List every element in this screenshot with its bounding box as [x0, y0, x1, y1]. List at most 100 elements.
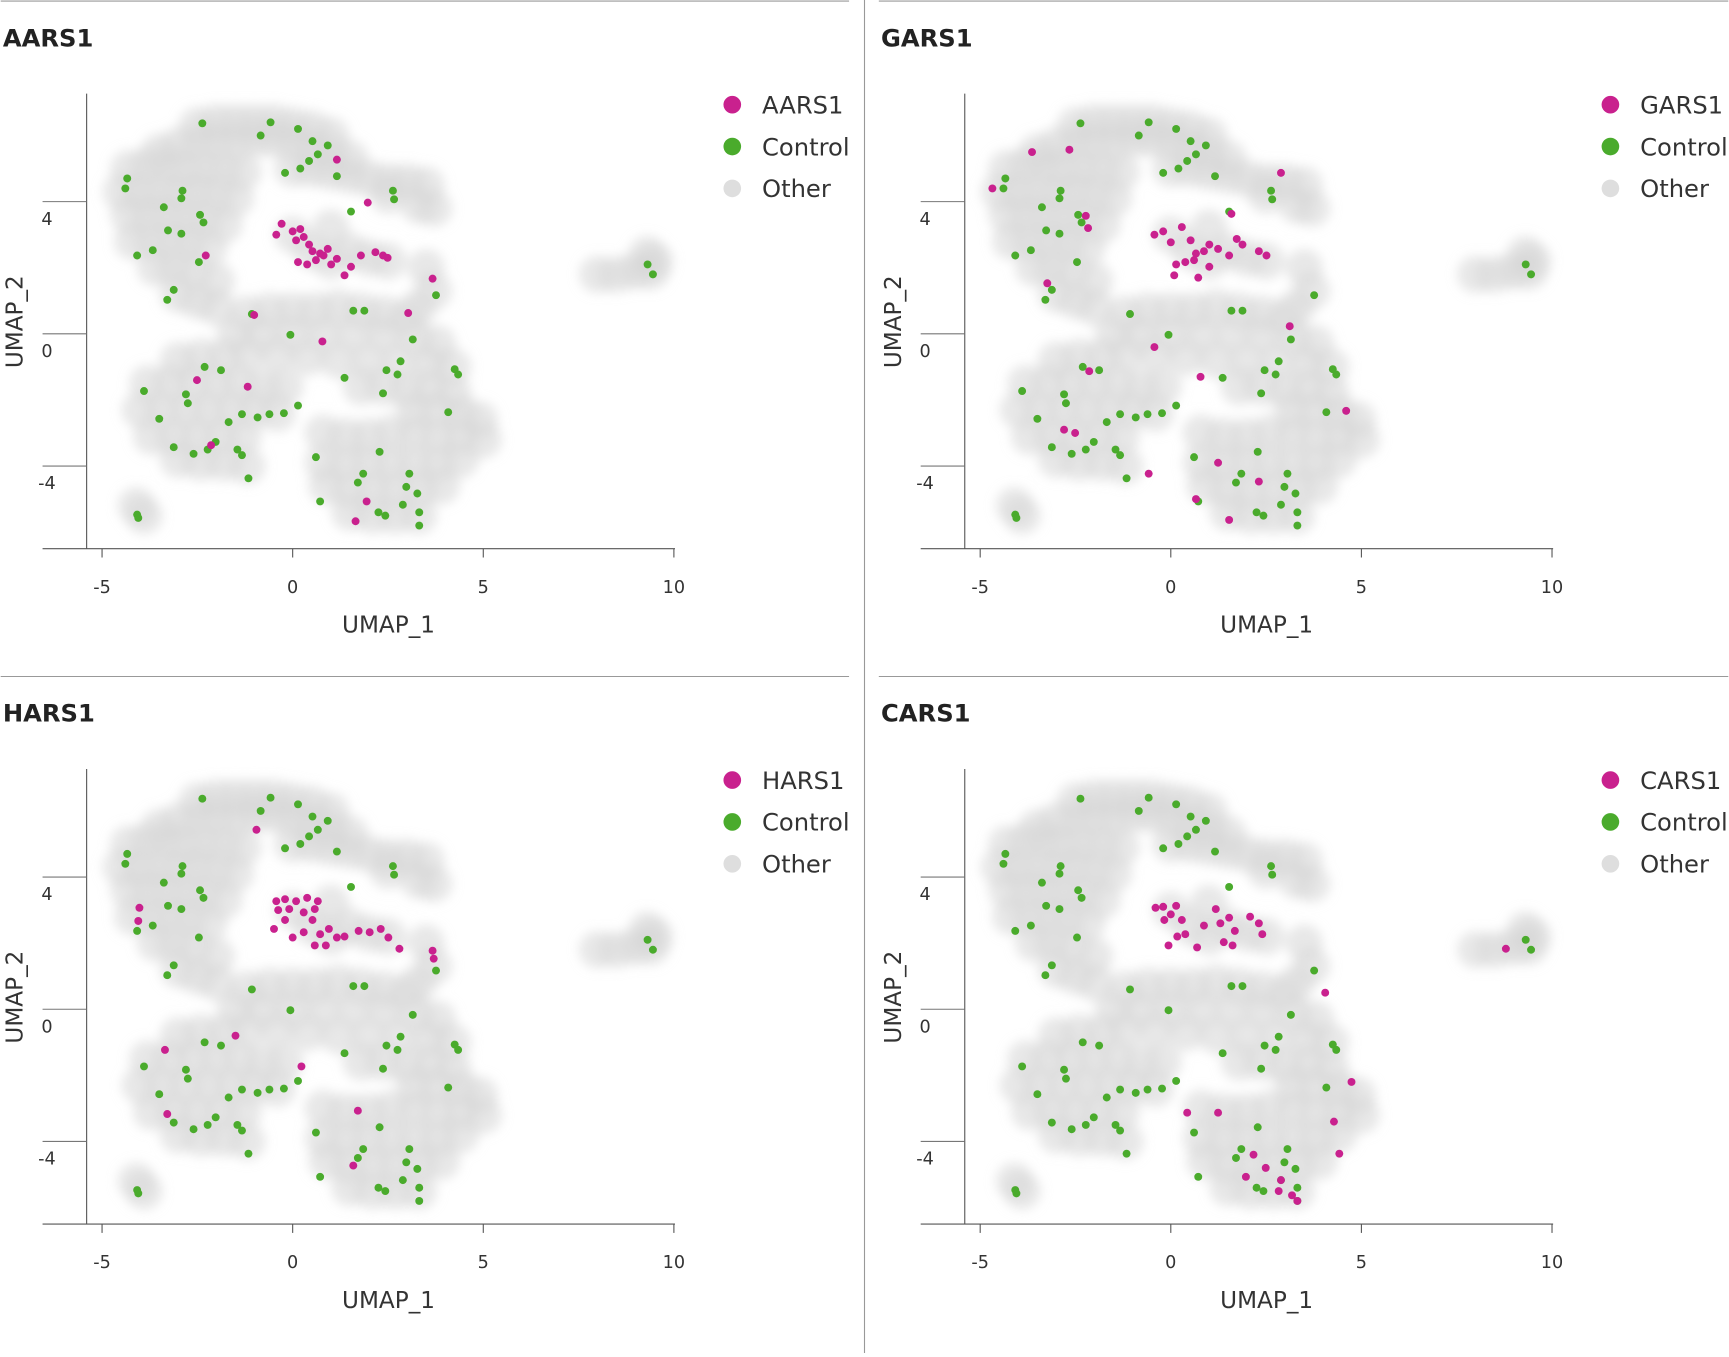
control-point [169, 961, 178, 970]
control-point [1122, 474, 1131, 483]
control-point [375, 1123, 384, 1132]
other-point [1293, 864, 1331, 903]
control-point [1201, 816, 1210, 825]
control-point [196, 886, 205, 895]
panel-title: CARS1 [881, 700, 970, 728]
control-point [1527, 945, 1536, 954]
control-point [1116, 451, 1125, 460]
control-point [1186, 137, 1195, 146]
control-point [1134, 806, 1143, 815]
x-tick-label: 10 [1541, 1253, 1563, 1273]
target-point [1241, 1172, 1250, 1181]
control-point [265, 1085, 274, 1094]
legend-target-label: CARS1 [1640, 767, 1721, 795]
target-point [988, 184, 997, 193]
control-point [1078, 1038, 1087, 1047]
legend-control-marker [1601, 137, 1620, 156]
control-point [1011, 251, 1020, 260]
target-point [318, 337, 327, 346]
control-point [1042, 226, 1051, 235]
control-point [1144, 118, 1153, 127]
target-point [1258, 930, 1267, 939]
target-point [1186, 236, 1195, 245]
control-point [163, 971, 172, 980]
control-point [1018, 387, 1027, 395]
y-tick-label: 4 [919, 210, 930, 230]
control-point [1191, 150, 1200, 159]
x-axis-label: UMAP_1 [1220, 612, 1313, 638]
x-tick-label: 5 [1356, 578, 1367, 598]
target-point [1193, 943, 1202, 952]
legend-control-label: Control [762, 809, 850, 837]
target-point [353, 1106, 362, 1115]
x-tick-label: 10 [663, 1253, 685, 1273]
control-point [1011, 926, 1020, 935]
control-point [1186, 812, 1195, 821]
target-point [292, 236, 301, 245]
other-point [289, 1013, 327, 1052]
legend-control-label: Control [762, 133, 850, 161]
y-tick-label: 4 [919, 885, 930, 905]
control-point [311, 453, 320, 462]
target-point [1043, 279, 1052, 288]
control-point [1293, 1183, 1302, 1192]
control-point [123, 849, 132, 858]
target-point [428, 274, 437, 283]
control-point [1164, 1006, 1173, 1015]
control-point [1116, 410, 1125, 419]
control-point [999, 859, 1008, 868]
target-point [362, 497, 371, 506]
target-point [281, 895, 290, 904]
control-point [1060, 1065, 1069, 1074]
control-point [1253, 447, 1262, 456]
other-point [441, 1116, 480, 1154]
control-point [316, 1172, 325, 1181]
target-point [323, 244, 332, 253]
legend-other-label: Other [762, 175, 831, 203]
target-point [1159, 227, 1168, 236]
target-point [1150, 230, 1159, 239]
control-point [1037, 878, 1046, 887]
legend-other-marker [1601, 179, 1620, 198]
control-point [382, 366, 391, 375]
control-point [1116, 1126, 1125, 1135]
other-point [1136, 1069, 1175, 1108]
control-point [382, 1041, 391, 1050]
target-point [1028, 148, 1037, 157]
control-point [183, 1074, 192, 1083]
control-point [123, 174, 132, 183]
control-point [183, 399, 192, 408]
control-point [332, 172, 341, 181]
control-point [1060, 390, 1069, 399]
control-point [194, 933, 203, 942]
control-point [1227, 306, 1236, 315]
other-point [422, 1142, 461, 1181]
target-point [1183, 1108, 1192, 1117]
control-point [1042, 901, 1051, 910]
target-point [243, 382, 252, 391]
x-tick-label: 0 [287, 1253, 298, 1273]
control-point [1291, 1164, 1300, 1173]
control-point [247, 985, 256, 994]
other-point [1136, 394, 1175, 432]
control-point [238, 1085, 246, 1094]
control-point [1131, 413, 1140, 422]
control-point [353, 478, 362, 487]
control-point [1283, 1145, 1292, 1154]
target-point [201, 251, 210, 260]
control-point [1237, 469, 1246, 478]
legend: HARS1 Control Other [723, 767, 850, 879]
other-point [1197, 1016, 1236, 1055]
control-point [121, 859, 130, 868]
target-point [310, 905, 319, 914]
target-point [1214, 244, 1223, 253]
control-point [313, 150, 322, 159]
y-tick-label: 4 [41, 885, 52, 905]
control-point [643, 935, 652, 944]
target-point [332, 933, 341, 942]
control-point [294, 124, 302, 133]
other-cloud [102, 778, 674, 1210]
panel-title: AARS1 [3, 24, 93, 52]
panel-title: HARS1 [3, 700, 95, 728]
control-point [1211, 172, 1219, 181]
